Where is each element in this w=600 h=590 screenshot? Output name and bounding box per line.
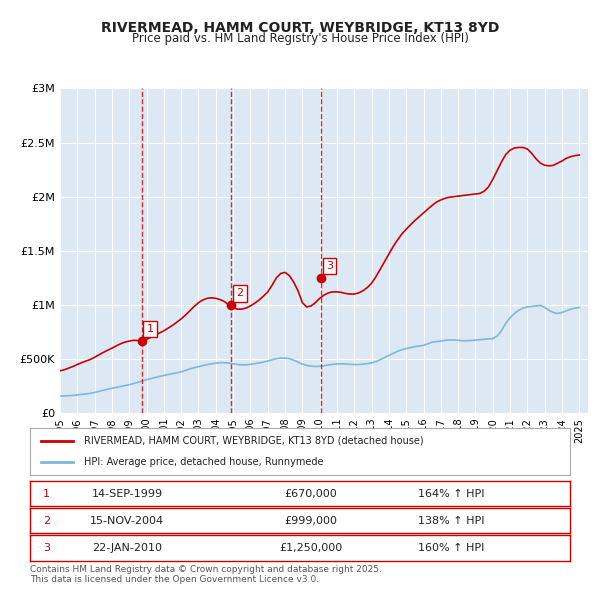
- Text: 3: 3: [43, 543, 50, 553]
- Text: 1: 1: [43, 489, 50, 499]
- Text: Price paid vs. HM Land Registry's House Price Index (HPI): Price paid vs. HM Land Registry's House …: [131, 32, 469, 45]
- Text: 138% ↑ HPI: 138% ↑ HPI: [418, 516, 484, 526]
- Text: 15-NOV-2004: 15-NOV-2004: [90, 516, 164, 526]
- Text: HPI: Average price, detached house, Runnymede: HPI: Average price, detached house, Runn…: [84, 457, 323, 467]
- Text: Contains HM Land Registry data © Crown copyright and database right 2025.
This d: Contains HM Land Registry data © Crown c…: [30, 565, 382, 584]
- Text: 164% ↑ HPI: 164% ↑ HPI: [418, 489, 484, 499]
- Text: £670,000: £670,000: [284, 489, 337, 499]
- Text: 160% ↑ HPI: 160% ↑ HPI: [418, 543, 484, 553]
- Text: £1,250,000: £1,250,000: [279, 543, 343, 553]
- Text: 22-JAN-2010: 22-JAN-2010: [92, 543, 162, 553]
- Text: 2: 2: [43, 516, 50, 526]
- Text: RIVERMEAD, HAMM COURT, WEYBRIDGE, KT13 8YD (detached house): RIVERMEAD, HAMM COURT, WEYBRIDGE, KT13 8…: [84, 436, 424, 446]
- Text: 14-SEP-1999: 14-SEP-1999: [92, 489, 163, 499]
- Text: 2: 2: [236, 289, 243, 299]
- Text: RIVERMEAD, HAMM COURT, WEYBRIDGE, KT13 8YD: RIVERMEAD, HAMM COURT, WEYBRIDGE, KT13 8…: [101, 21, 499, 35]
- Text: 3: 3: [326, 261, 333, 271]
- Text: 1: 1: [147, 324, 154, 334]
- Text: £999,000: £999,000: [284, 516, 337, 526]
